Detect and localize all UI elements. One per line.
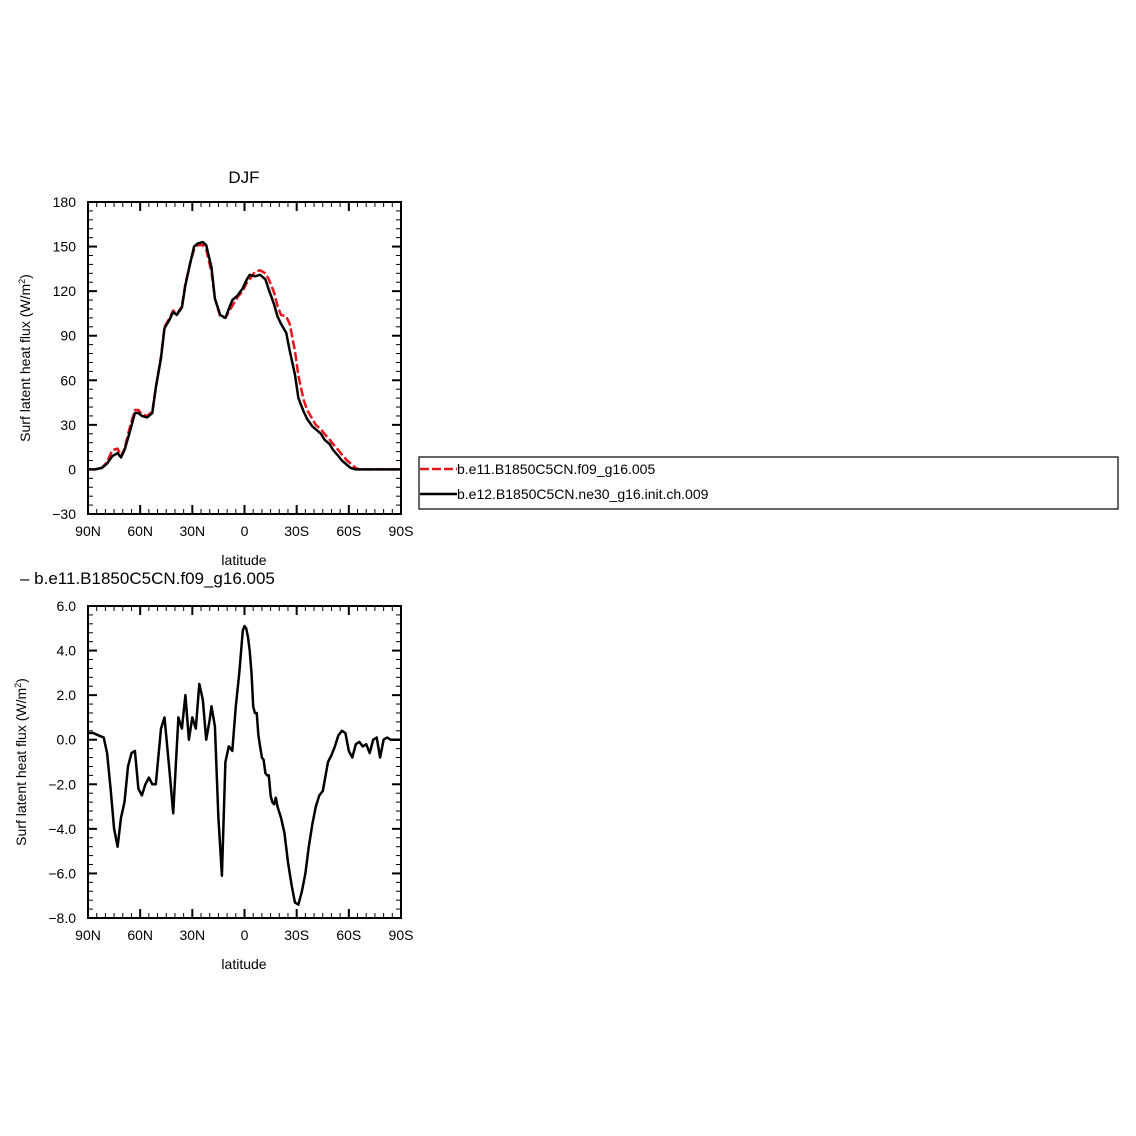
top-series-line-1 — [88, 243, 401, 471]
bottom-y-tick-label: 6.0 — [57, 598, 77, 614]
bottom-x-tick-label: 90N — [75, 927, 101, 943]
bottom-series-line-1 — [88, 624, 401, 906]
top-series-line-2 — [88, 240, 401, 471]
top-plot-area: 90N 60N 30N 0 30S 60S 90S −30 0 30 60 90 120 150 180 — [52, 194, 413, 539]
top-y-tick-label: 120 — [53, 283, 77, 299]
top-y-tick-label: 150 — [53, 239, 77, 255]
bottom-x-tick-label: 60N — [127, 927, 153, 943]
bottom-chart-title: – b.e11.B1850C5CN.f09_g16.005 — [20, 569, 275, 588]
top-x-tick-label: 30N — [179, 523, 205, 539]
bottom-plot-area: 90N 60N 30N 0 30S 60S 90S −8.0 −6.0 −4.0 −2.0 0.0 2.… — [48, 598, 413, 943]
bottom-y-tick-label: 4.0 — [57, 643, 77, 659]
top-x-axis-label: latitude — [221, 552, 266, 568]
legend-label-series-1: b.e11.B1850C5CN.f09_g16.005 — [457, 461, 655, 477]
top-y-tick-label: 90 — [60, 328, 76, 344]
top-x-tick-label: 90N — [75, 523, 101, 539]
top-y-axis-label: Surf latent heat flux (W/m2) — [17, 274, 33, 442]
bottom-y-tick-label: −6.0 — [48, 865, 76, 881]
top-x-tick-label: 30S — [284, 523, 309, 539]
top-x-tick-label: 60S — [336, 523, 361, 539]
bottom-x-tick-label: 60S — [336, 927, 361, 943]
legend-label-series-2: b.e12.B1850C5CN.ne30_g16.init.ch.009 — [457, 486, 709, 502]
bottom-y-tick-label: −2.0 — [48, 776, 76, 792]
top-x-tick-label: 90S — [389, 523, 414, 539]
top-y-tick-label: 60 — [60, 372, 76, 388]
bottom-panel: – b.e11.B1850C5CN.f09_g16.005 90N 60N 30N 0… — [13, 569, 413, 972]
bottom-y-tick-label: 2.0 — [57, 687, 77, 703]
bottom-x-tick-label: 0 — [241, 927, 249, 943]
bottom-y-tick-label: 0.0 — [57, 732, 77, 748]
bottom-y-axis-label: Surf latent heat flux (W/m2) — [13, 678, 29, 846]
top-x-tick-label: 0 — [241, 523, 249, 539]
top-y-tick-label: −30 — [52, 506, 76, 522]
bottom-x-tick-label: 30S — [284, 927, 309, 943]
legend: b.e11.B1850C5CN.f09_g16.005 b.e12.B1850C… — [418, 456, 1119, 510]
bottom-x-tick-label: 30N — [179, 927, 205, 943]
top-chart-title: DJF — [228, 168, 259, 187]
bottom-y-tick-label: −8.0 — [48, 910, 76, 926]
top-y-tick-label: 30 — [60, 417, 76, 433]
top-y-tick-label: 180 — [53, 194, 77, 210]
top-x-tick-label: 60N — [127, 523, 153, 539]
top-panel: DJF 90N 60N 30N 0 30S 60S 90S −30 0 30 60 90 120 150 1… — [17, 168, 413, 568]
legend-box — [418, 456, 1119, 510]
bottom-x-tick-label: 90S — [389, 927, 414, 943]
bottom-x-axis-label: latitude — [221, 956, 266, 972]
top-y-tick-label: 0 — [68, 461, 76, 477]
bottom-y-tick-label: −4.0 — [48, 821, 76, 837]
